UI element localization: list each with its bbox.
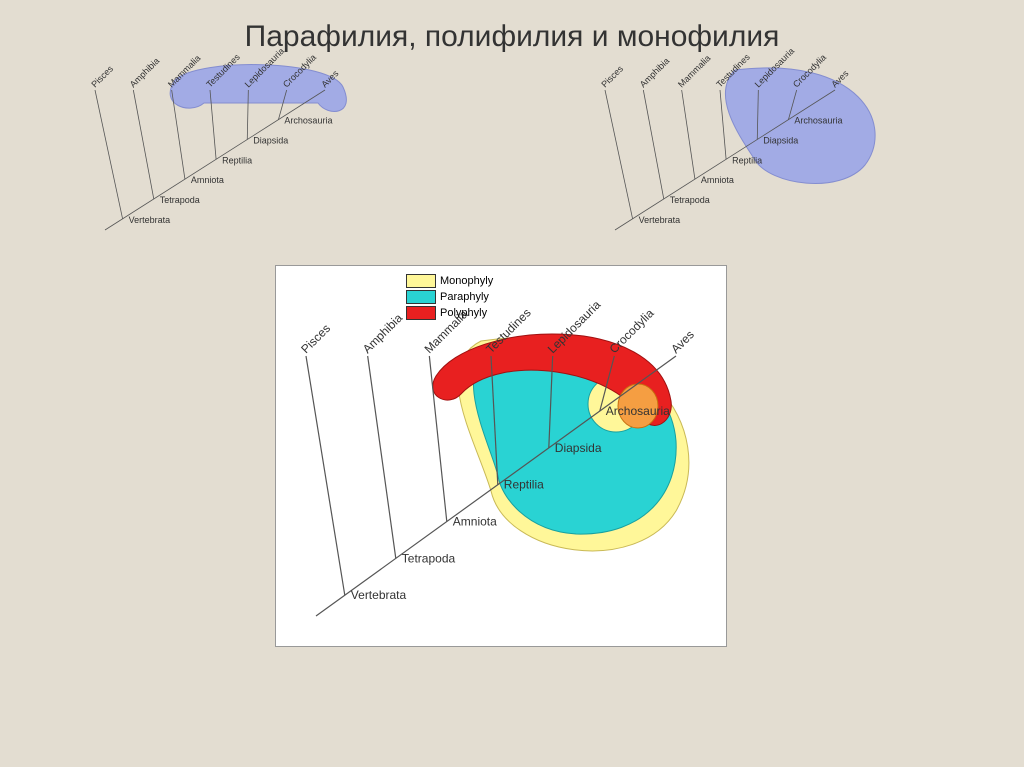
internal-label: Reptilia (504, 478, 544, 492)
legend: Monophyly Paraphyly Polyphyly (406, 274, 493, 322)
internal-label: Amniota (191, 175, 224, 185)
internal-label: Vertebrata (639, 215, 681, 225)
polyphyly-panel: PiscesAmphibiaMammaliaTestudinesLepidosa… (80, 65, 390, 245)
tip-label: Crocodylia (607, 306, 657, 356)
internal-label: Archosauria (284, 116, 332, 126)
legend-paraphyly: Paraphyly (406, 290, 493, 304)
internal-label: Vertebrata (351, 588, 407, 602)
combined-panel: Monophyly Paraphyly Polyphyly Pisces Amph… (275, 265, 727, 647)
internal-label: Archosauria (794, 116, 842, 126)
internal-label: Vertebrata (129, 215, 171, 225)
tip-label: Mammalia (676, 53, 712, 89)
tip-label: Amphibia (128, 56, 162, 90)
tip-label: Aves (668, 328, 697, 357)
internal-label: Tetrapoda (160, 195, 200, 205)
internal-label: Amniota (701, 175, 734, 185)
internal-label: Archosauria (606, 404, 670, 418)
internal-label: Tetrapoda (402, 551, 456, 565)
tip-label: Amphibia (360, 311, 406, 357)
page-title: Парафилия, полифилия и монофилия (0, 0, 1024, 54)
monophyly-panel: PiscesAmphibiaMammaliaTestudinesLepidosa… (590, 65, 900, 245)
tip-label: Pisces (89, 63, 115, 89)
internal-label: Diapsida (555, 441, 602, 455)
tip-label: Amphibia (638, 56, 672, 90)
tip-label: Pisces (599, 63, 625, 89)
internal-label: Reptilia (222, 155, 252, 165)
tip-label: Pisces (298, 321, 333, 356)
internal-label: Diapsida (763, 135, 798, 145)
internal-label: Tetrapoda (670, 195, 710, 205)
internal-label: Amniota (453, 515, 497, 529)
internal-label: Reptilia (732, 155, 762, 165)
legend-polyphyly: Polyphyly (406, 306, 493, 320)
internal-label: Diapsida (253, 135, 288, 145)
legend-monophyly: Monophyly (406, 274, 493, 288)
